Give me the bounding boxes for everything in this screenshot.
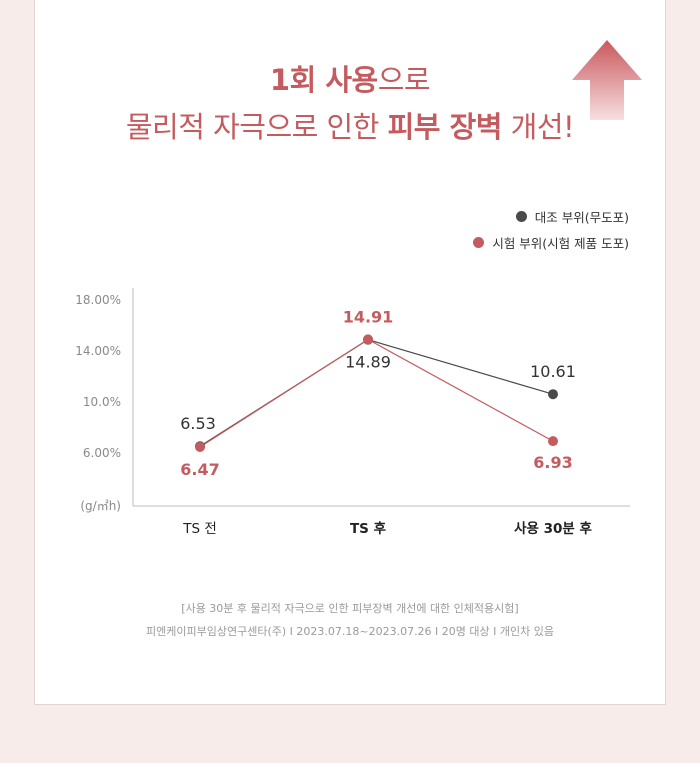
x-tick-label: TS 전: [182, 521, 217, 537]
footnote-line-2: 피엔케이피부임상연구센타(주) I 2023.07.18~2023.07.26 …: [146, 625, 554, 638]
legend-item-test: 시험 부위(시험 제품 도포): [473, 233, 629, 252]
legend-item-control: 대조 부위(무도포): [515, 207, 629, 226]
y-tick-label: 6.00%: [83, 446, 121, 460]
line-chart: 18.00% 14.00% 10.0% 6.00% (g/㎡h) TS 전 TS 후 사용 3…: [75, 288, 630, 537]
data-label-test: 14.91: [343, 307, 394, 326]
legend-label-test: 시험 부위(시험 제품 도포): [492, 236, 629, 251]
y-tick-label: 10.0%: [83, 395, 121, 409]
legend-dot-test: [473, 237, 485, 248]
headline-rest-1: 으로: [377, 63, 431, 97]
legend-label-control: 대조 부위(무도포): [534, 210, 629, 225]
headline-post-2: 개선!: [501, 110, 575, 144]
data-point-test: [363, 334, 373, 345]
headline-line-2: 물리적 자극으로 인한 피부 장벽 개선!: [0, 104, 700, 146]
legend-dot-control: [515, 211, 527, 222]
data-label-control: 14.89: [345, 353, 391, 372]
y-unit-label: (g/㎡h): [80, 499, 121, 513]
headline-line-1: 1회 사용으로: [0, 57, 700, 99]
data-label-control: 10.61: [530, 362, 576, 381]
content-card: [34, 0, 666, 705]
data-label-test: 6.93: [533, 453, 572, 472]
y-tick-label: 18.00%: [75, 293, 121, 307]
y-tick-label: 14.00%: [75, 344, 121, 358]
headline-pre-2: 물리적 자극으로 인한: [125, 110, 388, 144]
data-point-test: [548, 436, 558, 447]
footnote-line-1: [사용 30분 후 물리적 자극으로 인한 피부장벽 개선에 대한 인체적용시험…: [181, 602, 519, 615]
data-point-control: [548, 389, 558, 400]
data-label-test: 6.47: [180, 460, 219, 479]
data-point-test: [195, 442, 205, 453]
x-tick-label: 사용 30분 후: [514, 521, 592, 537]
up-arrow-icon: [572, 40, 642, 120]
headline-bold-2: 피부 장벽: [387, 110, 503, 144]
headline-bold-1: 1회 사용: [269, 63, 378, 97]
data-label-control: 6.53: [180, 414, 216, 433]
x-tick-label: TS 후: [350, 521, 387, 537]
